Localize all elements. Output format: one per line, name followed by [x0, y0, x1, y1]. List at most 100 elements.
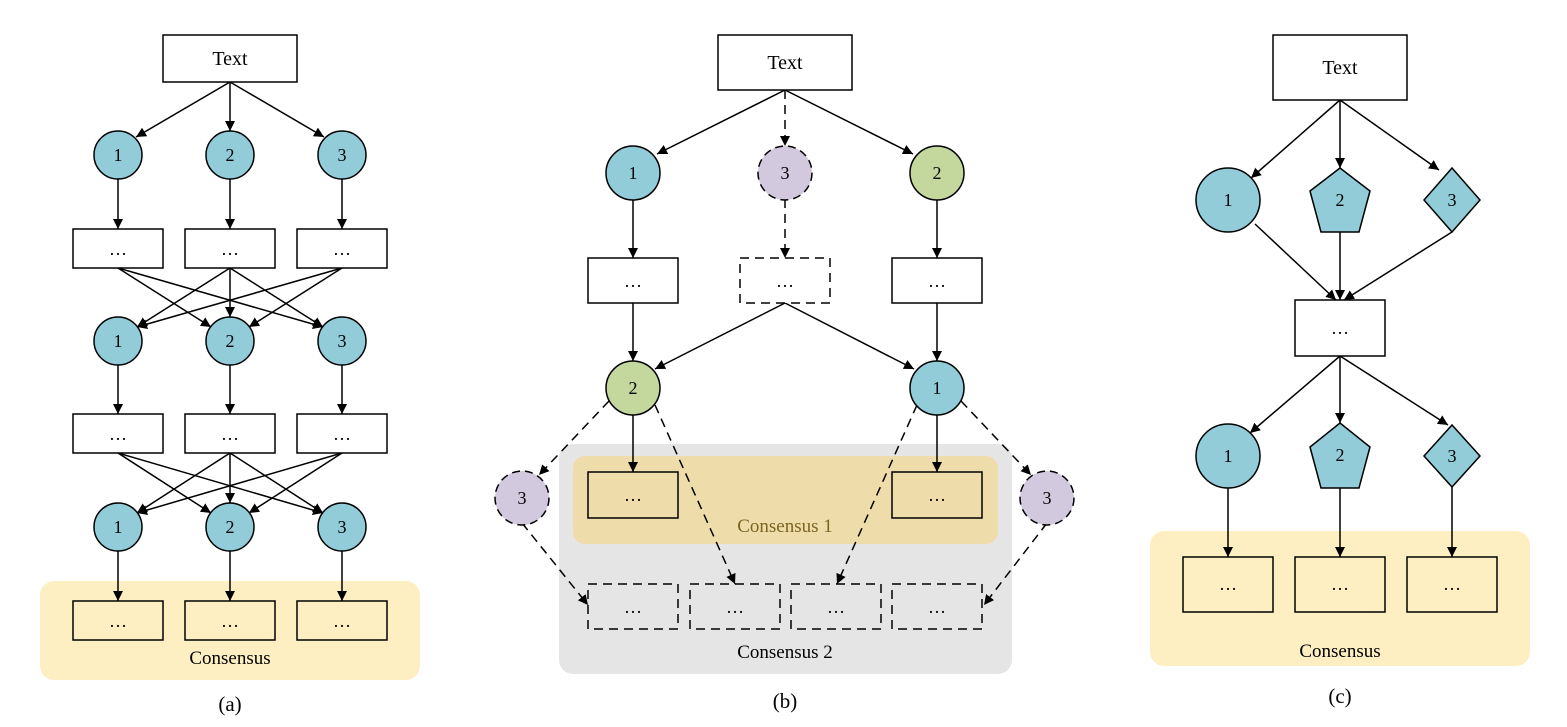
consensus-2-box-label: … — [624, 597, 642, 617]
text-input-label: Text — [212, 48, 248, 70]
response-box-label: … — [928, 271, 946, 291]
consensus-1-box — [587, 471, 679, 519]
response-box-label: … — [333, 424, 351, 444]
panel-b-solid-arrows — [628, 89, 942, 472]
panel-c-arrows — [1223, 99, 1457, 557]
text-input-box — [162, 34, 298, 83]
panel-caption: (c) — [1328, 684, 1351, 708]
agent-node — [1195, 423, 1261, 489]
agent-node — [317, 502, 367, 552]
consensus-box — [1182, 556, 1274, 613]
agent-node-label: 2 — [226, 517, 235, 537]
text-input-label: Text — [767, 52, 803, 74]
pentagon-agent-node — [1309, 167, 1371, 233]
dropped-agent-node — [1019, 470, 1075, 526]
response-box-label: … — [109, 239, 127, 259]
agent-node — [205, 502, 255, 552]
consensus-1-box-label: … — [928, 485, 946, 505]
diamond-agent-node — [1422, 423, 1482, 489]
agent-node-label: 1 — [1224, 190, 1233, 210]
agent-node-label: 2 — [1336, 445, 1345, 465]
consensus-1-label: Consensus 1 — [737, 516, 833, 537]
response-box-label: … — [109, 424, 127, 444]
panel-b: Text 1 3 2 … … … 2 1 3 3 … … Consensus 1 — [494, 34, 1075, 713]
agent-node-label: 2 — [933, 163, 942, 183]
response-box — [72, 413, 164, 454]
agent-node — [205, 130, 255, 180]
consensus-box — [296, 600, 388, 641]
response-box — [296, 413, 388, 454]
agent-node — [93, 316, 143, 366]
aggregate-box-label: … — [1331, 318, 1349, 338]
panel-caption: (b) — [773, 689, 798, 713]
agent-node-label: 1 — [114, 145, 123, 165]
agent-node-label: 3 — [338, 145, 347, 165]
aggregate-box — [1294, 299, 1386, 357]
agent-node-label: 2 — [629, 378, 638, 398]
agent-node — [605, 360, 661, 416]
agent-node — [909, 145, 965, 201]
text-input-box — [717, 34, 853, 91]
agent-node-label: 2 — [1336, 190, 1345, 210]
agent-node-label: 1 — [1224, 446, 1233, 466]
consensus-2-box-label: … — [928, 597, 946, 617]
consensus-2-label: Consensus 2 — [737, 642, 833, 663]
diamond-agent-node — [1423, 166, 1481, 234]
response-box-label: … — [333, 239, 351, 259]
agent-node — [909, 360, 965, 416]
consensus-2-box-label: … — [726, 597, 744, 617]
agent-node-label: 3 — [1448, 190, 1457, 210]
consensus-label: Consensus — [189, 648, 270, 669]
agent-node-label: 1 — [114, 517, 123, 537]
consensus-2-box — [587, 583, 679, 630]
agent-node-label: 1 — [933, 378, 942, 398]
dropped-agent-node — [494, 470, 550, 526]
consensus-box-label: … — [1443, 574, 1461, 594]
agent-node-label: 3 — [338, 517, 347, 537]
consensus-box — [1406, 556, 1498, 613]
panel-a: Text 1 2 3 … … … 1 2 3 … … … 1 2 3 — [40, 34, 420, 716]
agent-node-label: 2 — [226, 145, 235, 165]
dropped-agent-node-label: 3 — [781, 163, 790, 183]
text-input-label: Text — [1322, 57, 1358, 79]
consensus-2-box — [790, 583, 882, 630]
agent-node — [317, 130, 367, 180]
consensus-box-label: … — [1219, 574, 1237, 594]
response-box — [184, 228, 276, 269]
consensus-2-box-label: … — [827, 597, 845, 617]
consensus-1-box — [891, 471, 983, 519]
pentagon-agent-node — [1309, 422, 1371, 489]
dropped-agent-node-label: 3 — [1043, 488, 1052, 508]
consensus-box — [1294, 556, 1386, 613]
panel-b-dashed-arrows — [521, 90, 1048, 606]
consensus-box — [72, 600, 164, 641]
dropped-response-box-label: … — [776, 271, 794, 291]
agent-node — [205, 316, 255, 366]
consensus-box-label: … — [1331, 574, 1349, 594]
response-box — [184, 413, 276, 454]
response-box — [891, 257, 983, 304]
agent-node-label: 1 — [114, 331, 123, 351]
consensus-box-label: … — [221, 611, 239, 631]
agent-node-label: 3 — [1448, 446, 1457, 466]
consensus-box-label: … — [109, 611, 127, 631]
dropped-response-box — [739, 257, 831, 304]
consensus-2-box — [689, 583, 781, 630]
dropped-agent-node-label: 3 — [518, 488, 527, 508]
agent-node — [1195, 167, 1261, 233]
consensus-box-label: … — [333, 611, 351, 631]
agent-node — [605, 145, 661, 201]
panel-caption: (a) — [218, 692, 241, 716]
agent-node — [317, 316, 367, 366]
consensus-label: Consensus — [1299, 641, 1380, 662]
consensus-2-box — [891, 583, 983, 630]
response-box — [296, 228, 388, 269]
agent-node-label: 1 — [629, 163, 638, 183]
agent-node — [93, 502, 143, 552]
response-box — [72, 228, 164, 269]
consensus-1-box-label: … — [624, 485, 642, 505]
agent-node — [93, 130, 143, 180]
dropped-agent-node — [757, 145, 813, 201]
text-input-box — [1272, 34, 1408, 101]
